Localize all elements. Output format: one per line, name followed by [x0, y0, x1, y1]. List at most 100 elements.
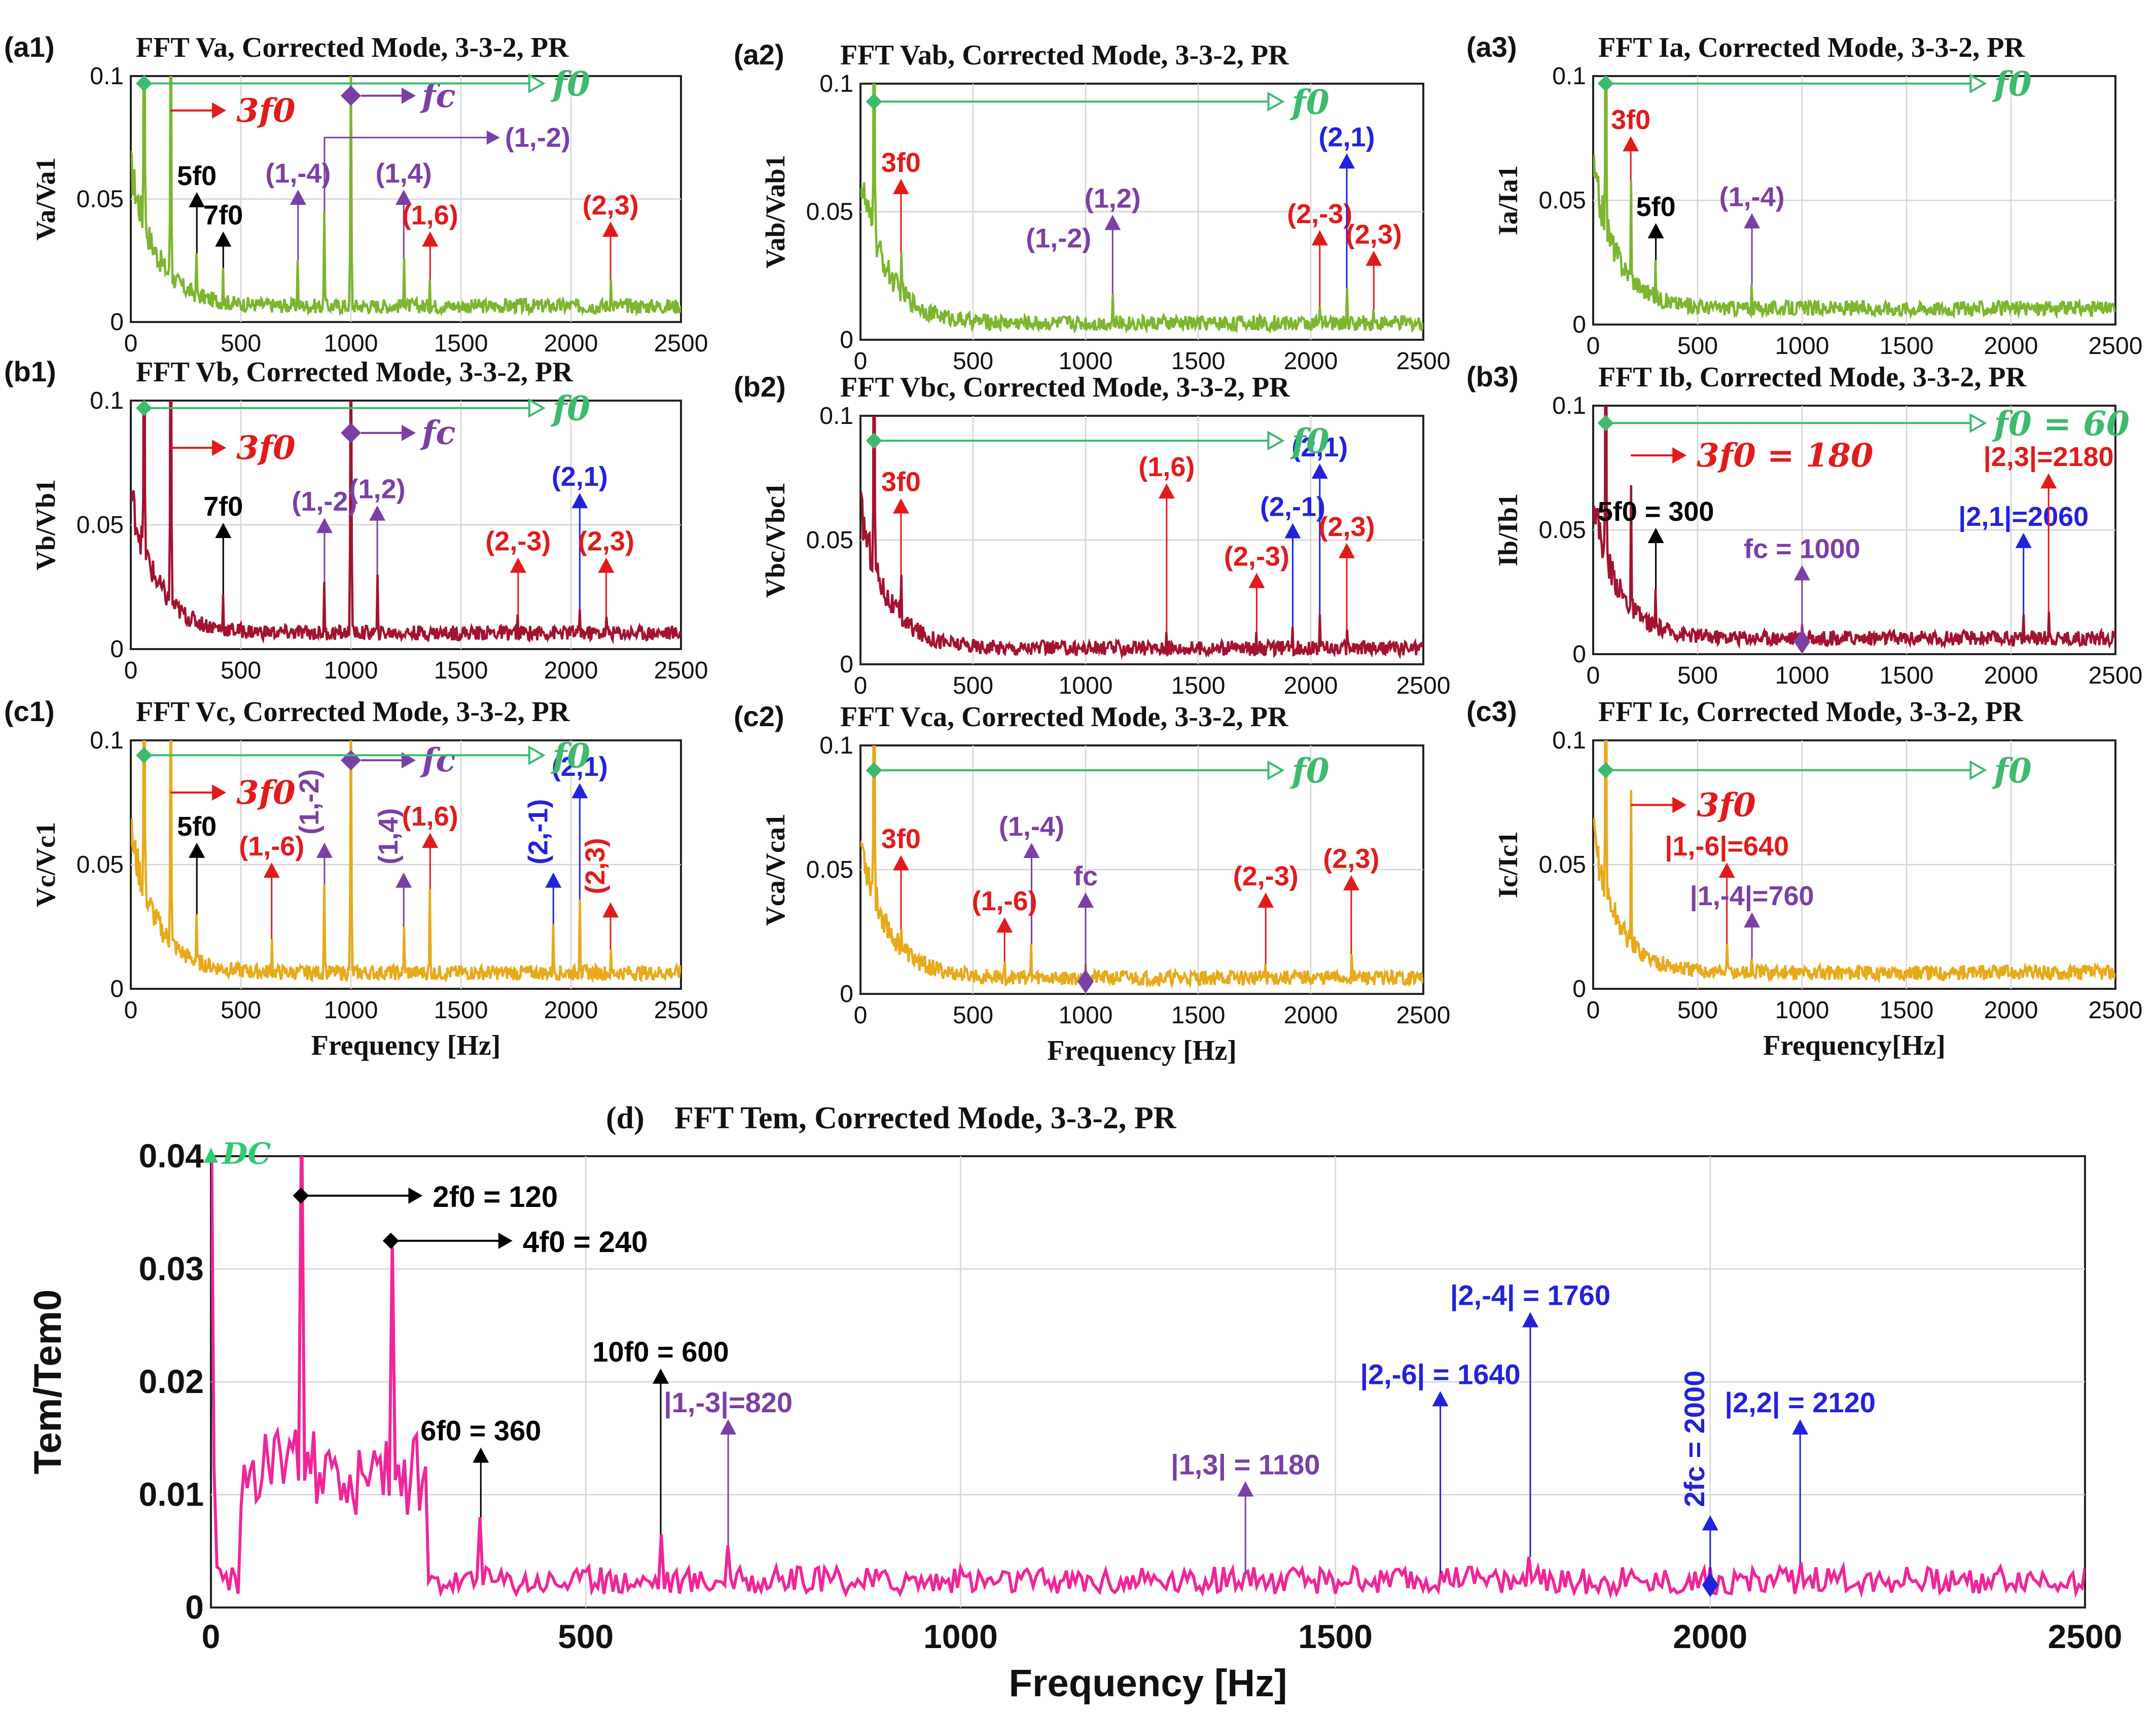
y-tick-label: 0.05	[1539, 851, 1586, 878]
y-tick-label: 0.02	[139, 1363, 204, 1400]
y-tick-label: 0.1	[90, 63, 124, 90]
y-tick-label: 0	[840, 981, 853, 1008]
fc-label: fc	[420, 414, 456, 452]
x-tick-label: 1500	[434, 997, 488, 1024]
annotation-arrowhead	[1248, 573, 1265, 588]
x-tick-label: 1500	[434, 657, 488, 684]
annotation-arrowhead	[510, 557, 526, 573]
annotation-arrowhead	[422, 231, 439, 247]
x-tick-label: 500	[953, 672, 993, 699]
f0-diamond	[136, 75, 153, 92]
panel-b2: 0 500 1000 1500 2000 2500 0 0.05 0.1 (b2) FFT Vbc,…	[734, 371, 1450, 699]
panel-a3: 0 500 1000 1500 2000 2500 0 0.05 0.1 (a3) FFT Ia, …	[1466, 31, 2142, 360]
x-tick-label: 2000	[1984, 997, 2038, 1024]
x-tick-label: 500	[1677, 997, 1718, 1024]
f0-arrowhead	[1969, 74, 1987, 94]
annotation-label: 3f0	[881, 824, 921, 854]
chart-title: FFT Ib, Corrected Mode, 3-3-2, PR	[1598, 362, 2027, 393]
annotation-arrowhead	[212, 440, 227, 456]
y-axis-label: Vc/Vc1	[30, 822, 61, 907]
annotation-arrowhead	[1702, 1515, 1718, 1530]
x-tick-label: 1000	[923, 1618, 998, 1655]
annotation-arrowhead	[396, 189, 412, 205]
f0-diamond	[1597, 75, 1614, 92]
y-tick-label: 0	[1572, 641, 1586, 668]
x-tick-label: 1500	[1171, 348, 1226, 375]
annotation-label: (2,-3)	[1233, 861, 1299, 891]
annotation-diamond	[1702, 1573, 1718, 1597]
annotation-arrowhead	[1718, 863, 1735, 878]
f0-label: f0	[1992, 751, 2032, 791]
annotation-arrowhead	[653, 1368, 669, 1384]
x-tick-label: 1000	[324, 997, 378, 1024]
y-tick-label: 0	[840, 651, 853, 678]
x-tick-label: 1500	[434, 330, 488, 357]
chart-title: FFT Tem, Corrected Mode, 3-3-2, PR	[674, 1101, 1177, 1135]
annotation-label: (2,3)	[583, 190, 639, 221]
series-line	[860, 84, 1423, 334]
x-tick-label: 500	[221, 330, 261, 357]
x-tick-label: 500	[221, 997, 261, 1024]
panel-label: (a2)	[734, 39, 784, 70]
y-tick-label: 0.1	[1552, 727, 1586, 754]
chart-title: FFT Vca, Corrected Mode, 3-3-2, PR	[840, 701, 1288, 733]
f0-arrowhead	[1267, 91, 1285, 112]
y-tick-label: 0.01	[139, 1476, 204, 1513]
y-axis-label: Vca/Vca1	[760, 813, 790, 926]
f0-label: f0	[1290, 82, 1329, 122]
annotation-arrowhead	[486, 130, 500, 145]
annotation-label: 4f0 = 240	[523, 1226, 648, 1259]
annotation-label: (1,6)	[1138, 452, 1195, 482]
series-line	[131, 740, 681, 984]
annotation-label: (2,3)	[1319, 512, 1375, 542]
y-axis-label: Va/Va1	[30, 157, 61, 240]
annotation-diamond	[1794, 629, 1810, 654]
x-tick-label: 2000	[1984, 662, 2038, 689]
annotation-arrowhead	[720, 1419, 737, 1435]
fc-diamond	[341, 422, 361, 443]
x-tick-label: 2000	[1284, 348, 1338, 375]
annotation-label: (1,-2)	[505, 122, 570, 153]
annotation-arrowhead	[316, 518, 333, 533]
x-tick-label: 2000	[544, 997, 598, 1024]
y-tick-label: 0.1	[1552, 392, 1586, 419]
x-tick-label: 0	[1587, 997, 1600, 1024]
annotation-label: (1,-4)	[1719, 182, 1785, 212]
annotation-arrowhead	[212, 102, 227, 119]
y-axis-label: Vbc/Vbc1	[760, 482, 790, 598]
x-tick-label: 1500	[1171, 672, 1226, 699]
f0-arrowhead	[1969, 760, 1987, 780]
x-tick-label: 1000	[1775, 333, 1829, 360]
annotation-label: (1,-6)	[972, 886, 1037, 916]
annotation-label: fc	[1073, 861, 1098, 891]
annotation-arrowhead	[571, 783, 588, 799]
annotation-arrowhead	[1672, 797, 1687, 813]
panel-label: (c3)	[1466, 695, 1517, 727]
annotation-bent-line	[324, 136, 492, 211]
annotation-label: |2,1|=2060	[1958, 502, 2089, 532]
annotation-label: fc = 1000	[1744, 534, 1860, 564]
annotation-label: (1,2)	[1085, 184, 1141, 214]
x-tick-label: 1500	[1880, 997, 1934, 1024]
x-tick-label: 2000	[1284, 672, 1338, 699]
chart-title: FFT Ia, Corrected Mode, 3-3-2, PR	[1598, 32, 2025, 63]
x-tick-label: 1000	[1059, 348, 1113, 375]
annotation-diamond	[293, 1187, 309, 1204]
annotation-arrowhead	[602, 902, 619, 918]
x-axis-label: Frequency [Hz]	[1047, 1035, 1237, 1066]
f0-arrowhead	[1267, 431, 1285, 451]
y-tick-label: 0.03	[139, 1250, 204, 1288]
series-line	[131, 401, 681, 645]
panel-label: (d)	[606, 1101, 644, 1135]
annotation-arrowhead	[1647, 223, 1664, 238]
annotation-label: (1,6)	[402, 801, 458, 832]
f0-arrowhead	[528, 398, 546, 418]
annotation-label: (1,-4)	[265, 158, 331, 189]
y-tick-label: 0	[1572, 976, 1586, 1003]
y-axis-label: Ib/Ib1	[1493, 493, 1523, 566]
x-axis-label: Frequency [Hz]	[1009, 1662, 1287, 1705]
y-tick-label: 0.05	[1539, 187, 1586, 214]
annotation-arrowhead	[1077, 892, 1094, 908]
x-tick-label: 500	[221, 657, 261, 684]
panel-d: 0 500 1000 1500 2000 2500 0 0.01 0.02 0.03 0.04 (d)…	[26, 1101, 2122, 1705]
